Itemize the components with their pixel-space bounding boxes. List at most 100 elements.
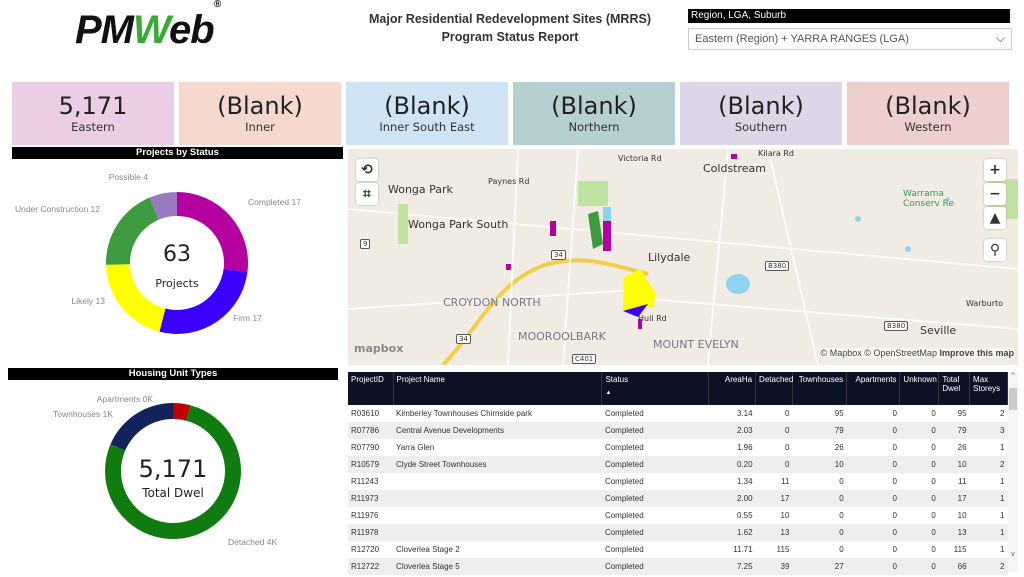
table-row[interactable]: R11978 Completed 1.62 13 0 0 0 13 1 [348, 524, 1008, 541]
table-cell: 0 [792, 524, 847, 541]
table-cell: Completed [601, 422, 709, 439]
column-header[interactable]: Status ▲ [601, 372, 709, 405]
slice-townhouses[interactable] [110, 403, 173, 451]
table-cell: 0 [755, 456, 793, 473]
zoom-out-button[interactable]: − [984, 183, 1006, 205]
table-cell: 0.55 [736, 511, 753, 520]
kpi-card-eastern[interactable]: 5,171 Eastern [12, 82, 174, 145]
slice-likely[interactable] [106, 264, 166, 332]
projects-table: ProjectID Project Name Status ▲ AreaHa Detach… [348, 372, 1008, 575]
table-row[interactable]: R03610 Kimberley Townhouses Chirnside par… [348, 405, 1008, 422]
table-cell: 0 [899, 422, 939, 439]
column-header[interactable]: AreaHa [708, 372, 757, 405]
kpi-card-southern[interactable]: (Blank) Southern [680, 82, 842, 145]
table-row[interactable]: R12720 Cloverlea Stage 2 Completed 11.71 115… [348, 541, 1008, 558]
table-cell [393, 490, 602, 507]
kpi-card-northern[interactable]: (Blank) Northern [513, 82, 675, 145]
slice-label: Completed 17 [248, 197, 301, 207]
table-cell: 13 [755, 524, 793, 541]
slice-possible[interactable] [149, 192, 177, 220]
column-header-label: Detached [759, 375, 794, 384]
sort-ascending-icon: ▲ [605, 390, 612, 396]
table-scrollbar[interactable]: ^ v [1008, 372, 1018, 572]
column-header[interactable]: Total Dwel [938, 372, 971, 405]
rect-select-icon[interactable]: ⌗ [356, 183, 378, 205]
map-label: Kilara Rd [758, 149, 794, 158]
table-cell: 11 [958, 477, 967, 486]
table-cell: 0 [839, 477, 844, 486]
table-cell: 27 [792, 558, 847, 575]
column-header[interactable]: Townhouses [792, 372, 848, 405]
table-cell: 0 [931, 409, 936, 418]
kpi-value: (Blank) [718, 92, 804, 120]
table-cell: 0 [931, 545, 936, 554]
table-cell [393, 473, 602, 490]
road-shield: 34 [551, 250, 566, 261]
column-header[interactable]: ProjectID [348, 372, 394, 405]
map[interactable]: Wonga Park Wonga Park South Coldstream Lily… [348, 149, 1018, 365]
chevron-down-icon: ⌵ [995, 31, 1005, 45]
table-cell: R07786 [348, 422, 394, 439]
table-cell [393, 507, 602, 524]
column-header-label: Project Name [396, 375, 446, 384]
table-cell: 115 [776, 545, 790, 554]
table-cell: Completed [601, 524, 709, 541]
table-cell: R10579 [348, 456, 394, 473]
column-header-label: Max Storeys [973, 375, 1001, 393]
table-row[interactable]: R11976 Completed 0.55 10 0 0 0 10 1 [348, 507, 1008, 524]
slice-under-construction[interactable] [106, 197, 159, 265]
map-search-icon[interactable]: ⚲ [984, 239, 1006, 261]
slice-firm[interactable] [159, 268, 248, 334]
column-header[interactable]: Detached [755, 372, 794, 405]
table-cell: 0 [755, 422, 793, 439]
map-label: Hull Rd [638, 314, 667, 323]
center-value: 63 [163, 242, 191, 267]
table-cell: 0 [892, 443, 897, 452]
table-cell: 0 [792, 490, 847, 507]
table-cell: 11.71 [733, 545, 753, 554]
table-row[interactable]: R12722 Cloverlea Stage 5 Completed 7.25 39 27… [348, 558, 1008, 575]
kpi-label: Northern [568, 120, 620, 134]
table-cell: 2 [969, 558, 1008, 575]
table-row[interactable]: R10579 Clyde Street Townhouses Completed 0.… [348, 456, 1008, 473]
table-cell: 79 [792, 422, 847, 439]
slice-apartments[interactable] [173, 403, 191, 421]
table-cell: 0 [846, 490, 900, 507]
table-row[interactable]: R11973 Completed 2.00 17 0 0 0 17 1 [348, 490, 1008, 507]
table-cell: R11973 [348, 490, 394, 507]
table-cell: Completed [604, 545, 644, 554]
title-line2: Program Status Report [441, 30, 579, 44]
kpi-card-inner[interactable]: (Blank) Inner [179, 82, 341, 145]
table-cell: R11976 [351, 511, 379, 520]
table-cell: 1.96 [736, 443, 753, 452]
column-header[interactable]: Apartments [846, 372, 901, 405]
table-row[interactable]: R07786 Central Avenue Developments Complet… [348, 422, 1008, 439]
slicer-label: Region, LGA, Suburb [688, 9, 1010, 23]
kpi-card-western[interactable]: (Blank) Western [847, 82, 1009, 145]
improve-map-link[interactable]: Improve this map [939, 348, 1014, 358]
map-label: MOOROOLBARK [518, 330, 606, 343]
table-row[interactable]: R07790 Yarra Glen Completed 1.96 0 26 0 0 26 1 [348, 439, 1008, 456]
kpi-card-inner-south-east[interactable]: (Blank) Inner South East [346, 82, 508, 145]
table-cell: 0 [892, 545, 897, 554]
compass-icon[interactable]: ▲ [984, 207, 1006, 229]
table-cell: 66 [938, 558, 970, 575]
region-slicer-dropdown[interactable]: Eastern (Region) + YARRA RANGES (LGA) ⌵ [688, 28, 1012, 50]
column-header[interactable]: Max Storeys [969, 372, 1008, 405]
road-shield: B380 [765, 261, 790, 272]
table-cell: R03610 [351, 409, 380, 418]
zoom-in-button[interactable]: + [984, 159, 1006, 181]
column-header[interactable]: Project Name [393, 372, 603, 405]
lasso-select-icon[interactable]: ⟲ [356, 159, 378, 181]
column-header[interactable]: Unknown [899, 372, 940, 405]
table-row[interactable]: R11243 Completed 1.34 11 0 0 0 11 1 [348, 473, 1008, 490]
title-line1: Major Residential Redevelopment Sites (M… [368, 12, 651, 26]
table-cell: 0 [899, 490, 939, 507]
slicer-value: Eastern (Region) + YARRA RANGES (LGA) [695, 33, 909, 45]
table-cell: 95 [834, 409, 844, 418]
slice-completed[interactable] [177, 192, 249, 272]
road-shield: C401 [572, 354, 597, 365]
pmweb-logo: PMWeb® [75, 0, 221, 52]
project-area-yellow [623, 269, 656, 311]
table-cell: 10 [957, 511, 967, 520]
